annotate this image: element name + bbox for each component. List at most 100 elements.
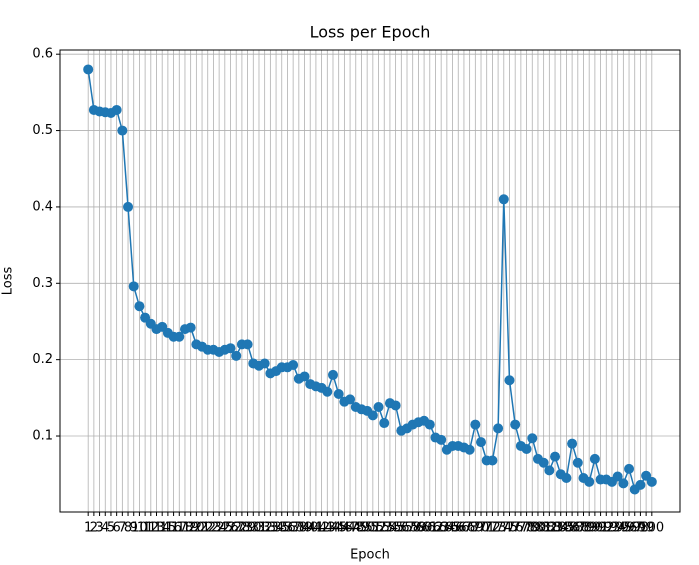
x-tick-label: 30 [245, 521, 262, 536]
x-tick-label: 82 [541, 521, 558, 536]
x-tick-label: 73 [490, 521, 507, 536]
x-tick-label: 13 [148, 521, 165, 536]
data-point [470, 419, 481, 430]
data-point [123, 201, 134, 212]
x-tick-label: 76 [507, 521, 524, 536]
loss-line [87, 69, 653, 491]
x-tick-label: 37 [285, 521, 302, 536]
x-tick-label: 48 [347, 521, 364, 536]
data-point [561, 473, 572, 484]
x-tick-label: 10 [131, 521, 148, 536]
data-point [322, 386, 333, 397]
x-tick-label: 83 [547, 521, 564, 536]
x-tick-label: 92 [598, 521, 615, 536]
y-tick-label: 0.3 [32, 276, 53, 291]
x-tick-label: 19 [182, 521, 199, 536]
y-axis-label: Loss [1, 267, 16, 296]
y-tick-label: 0.4 [32, 199, 53, 214]
x-tick-label: 26 [222, 521, 239, 536]
data-point [493, 423, 504, 434]
x-tick-label: 27 [228, 521, 245, 536]
data-point [379, 418, 390, 429]
data-point [117, 125, 128, 136]
x-tick-label: 62 [427, 521, 444, 536]
x-tick-label: 54 [382, 521, 399, 536]
x-tick-label: 81 [535, 521, 552, 536]
data-point [498, 194, 509, 205]
x-tick-label: 41 [308, 521, 325, 536]
data-point [83, 64, 94, 75]
x-tick-label: 75 [501, 521, 518, 536]
x-tick-label: 40 [302, 521, 319, 536]
x-tick-label: 6 [113, 521, 121, 536]
y-tick-label: 0.1 [32, 429, 53, 444]
data-point [476, 437, 487, 448]
x-tick-label: 25 [217, 521, 234, 536]
data-point [299, 371, 310, 382]
data-point [521, 444, 532, 454]
x-tick-label: 31 [251, 521, 268, 536]
x-tick-label: 99 [638, 521, 655, 536]
x-tick-label: 60 [416, 521, 433, 536]
x-tick-label: 38 [291, 521, 308, 536]
x-tick-label: 86 [564, 521, 581, 536]
x-tick-label: 98 [632, 521, 649, 536]
x-tick-label: 32 [256, 521, 273, 536]
x-tick-label: 1 [84, 521, 92, 536]
x-tick-label: 90 [587, 521, 604, 536]
x-tick-label: 72 [484, 521, 501, 536]
x-tick-label: 50 [359, 521, 376, 536]
x-tick-label: 71 [478, 521, 495, 536]
data-point [550, 451, 561, 462]
x-tick-label: 2 [90, 521, 98, 536]
x-tick-label: 85 [558, 521, 575, 536]
data-point [589, 453, 600, 464]
data-point [333, 389, 344, 400]
data-point [510, 419, 521, 430]
data-point [436, 434, 447, 445]
data-point [646, 476, 657, 487]
x-tick-label: 44 [325, 521, 342, 536]
x-tick-label: 55 [387, 521, 404, 536]
x-tick-label: 84 [552, 521, 569, 536]
data-point [624, 463, 635, 474]
x-tick-label: 91 [592, 521, 609, 536]
y-tick-label: 0.2 [32, 352, 53, 367]
x-tick-label: 70 [473, 521, 490, 536]
x-tick-label: 49 [353, 521, 370, 536]
x-tick-label: 15 [160, 521, 177, 536]
x-tick-label: 94 [609, 521, 626, 536]
data-point [128, 281, 139, 292]
data-point [572, 457, 583, 468]
x-tick-label: 36 [279, 521, 296, 536]
chart-title: Loss per Epoch [310, 23, 431, 42]
data-point [567, 438, 578, 449]
x-tick-label: 69 [467, 521, 484, 536]
x-tick-label: 8 [124, 521, 132, 536]
x-tick-label: 42 [313, 521, 330, 536]
data-point [345, 394, 356, 405]
x-tick-label: 22 [199, 521, 216, 536]
x-tick-label: 59 [410, 521, 427, 536]
x-tick-label: 64 [439, 521, 456, 536]
data-point [527, 433, 538, 444]
x-tick-label: 79 [524, 521, 541, 536]
data-point [367, 410, 378, 421]
y-tick-label: 0.5 [32, 123, 53, 138]
x-tick-label: 34 [268, 521, 285, 536]
x-tick-label: 61 [422, 521, 439, 536]
x-tick-label: 24 [211, 521, 228, 536]
data-point [111, 104, 122, 115]
x-tick-label: 4 [101, 521, 109, 536]
x-tick-label: 66 [450, 521, 467, 536]
x-tick-label: 12 [143, 521, 160, 536]
x-tick-label: 57 [399, 521, 416, 536]
x-tick-label: 65 [444, 521, 461, 536]
data-point [390, 400, 401, 411]
x-tick-label: 89 [581, 521, 598, 536]
y-tick-label: 0.6 [32, 47, 53, 62]
x-tick-label: 68 [461, 521, 478, 536]
x-tick-label: 47 [342, 521, 359, 536]
x-tick-label: 53 [376, 521, 393, 536]
x-tick-label: 67 [456, 521, 473, 536]
